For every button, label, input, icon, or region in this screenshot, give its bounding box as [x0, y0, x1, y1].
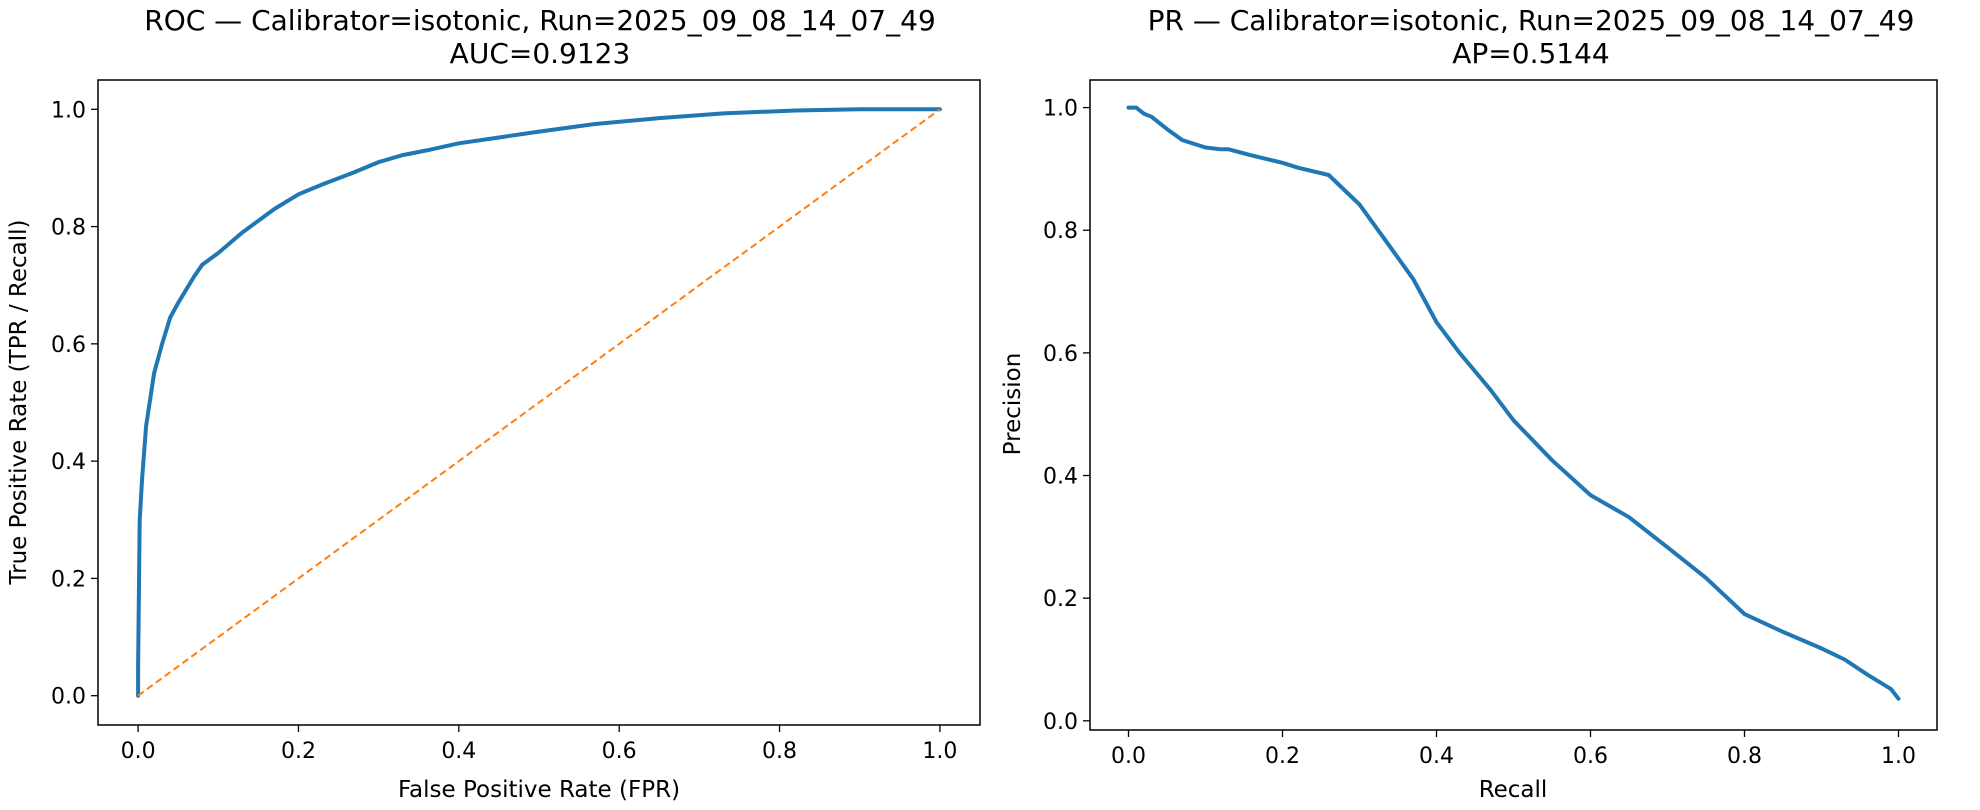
- roc-y-tick-label: 0.4: [51, 450, 86, 475]
- roc-y-tick-label: 1.0: [51, 98, 86, 123]
- roc-x-tick-label: 0.6: [602, 739, 637, 764]
- pr-x-tick-label: 0.2: [1265, 744, 1300, 769]
- roc-plot-area: 0.0 0.2 0.4 0.6 0.8 1.0 0.0 0.2 0.4 0.6 0.8 1.0: [51, 98, 957, 764]
- roc-y-tick-label: 0.2: [51, 567, 86, 592]
- roc-subtitle: AUC=0.9123: [450, 37, 631, 70]
- pr-title: PR — Calibrator=isotonic, Run=2025_09_08…: [1148, 4, 1915, 37]
- pr-panel: PR — Calibrator=isotonic, Run=2025_09_08…: [1000, 4, 1938, 803]
- roc-x-tick-label: 0.0: [121, 739, 156, 764]
- roc-chance-diagonal-line: [137, 108, 941, 697]
- pr-plot-area: 0.0 0.2 0.4 0.6 0.8 1.0 0.0 0.2 0.4 0.6 0.8 1.0: [1043, 97, 1916, 769]
- pr-x-tick-label: 0.6: [1573, 744, 1608, 769]
- pr-y-axis-label: Precision: [1000, 353, 1026, 456]
- pr-y-tick-label: 0.8: [1043, 219, 1078, 244]
- pr-x-axis-label: Recall: [1479, 777, 1548, 803]
- pr-x-tick-label: 0.8: [1727, 744, 1762, 769]
- roc-y-axis-label: True Positive Rate (TPR / Recall): [6, 219, 32, 585]
- pr-x-tick-label: 0.4: [1419, 744, 1454, 769]
- pr-y-tick-label: 0.0: [1043, 710, 1078, 735]
- pr-curve-line: [1126, 105, 1901, 701]
- roc-title: ROC — Calibrator=isotonic, Run=2025_09_0…: [144, 4, 936, 37]
- pr-axes-frame: [1089, 79, 1938, 731]
- pr-y-tick-label: 0.2: [1043, 587, 1078, 612]
- roc-y-tick-label: 0.6: [51, 333, 86, 358]
- roc-curve-line: [136, 107, 942, 698]
- roc-x-tick-label: 0.2: [281, 739, 316, 764]
- pr-subtitle: AP=0.5144: [1452, 37, 1609, 70]
- pr-x-tick-label: 0.0: [1111, 744, 1146, 769]
- roc-x-axis-label: False Positive Rate (FPR): [398, 777, 680, 803]
- roc-x-tick-label: 1.0: [922, 739, 957, 764]
- roc-x-tick-label: 0.8: [762, 739, 797, 764]
- roc-x-tick-label: 0.4: [441, 739, 476, 764]
- pr-y-tick-label: 0.4: [1043, 465, 1078, 490]
- roc-axes-frame: [97, 79, 981, 726]
- roc-y-tick-label: 0.0: [51, 685, 86, 710]
- pr-y-tick-label: 1.0: [1043, 97, 1078, 122]
- pr-y-tick-label: 0.6: [1043, 342, 1078, 367]
- roc-y-tick-label: 0.8: [51, 216, 86, 241]
- roc-panel: ROC — Calibrator=isotonic, Run=2025_09_0…: [6, 4, 981, 803]
- pr-x-tick-label: 1.0: [1881, 744, 1916, 769]
